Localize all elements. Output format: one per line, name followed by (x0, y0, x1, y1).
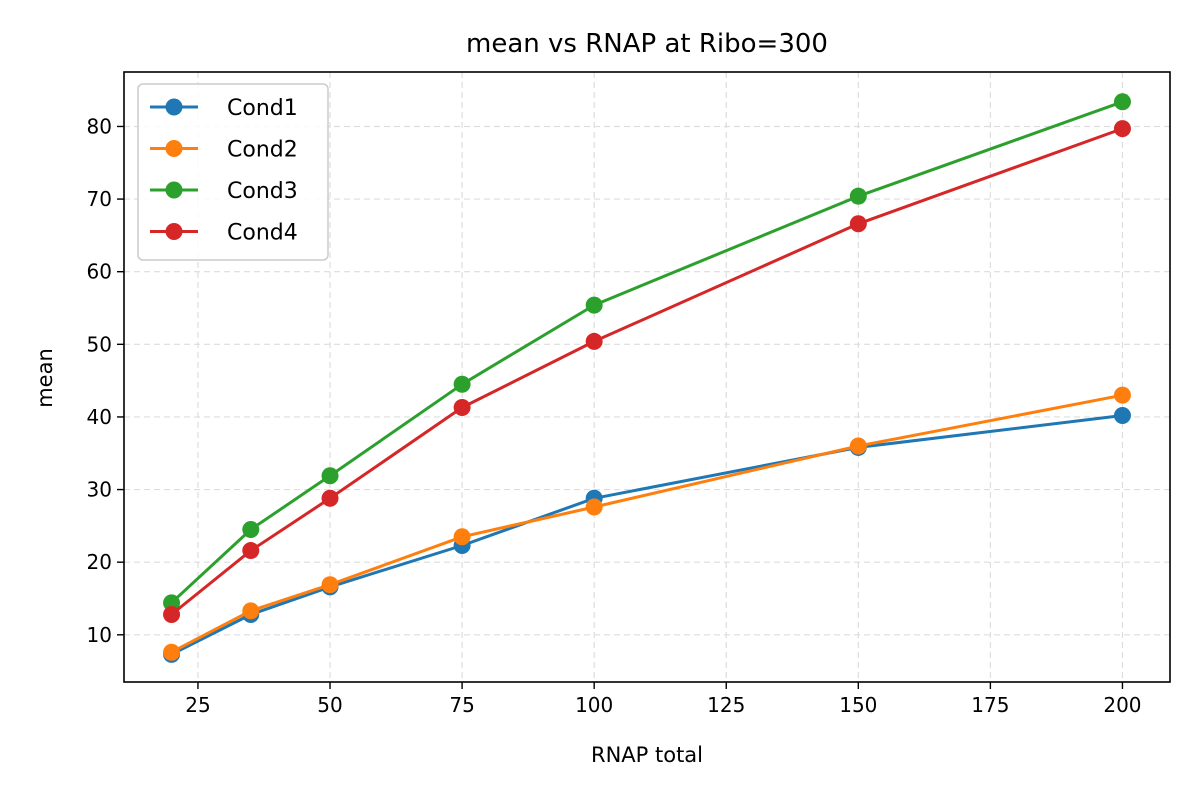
y-axis-title: mean (33, 348, 57, 408)
data-point-cond1 (1113, 406, 1131, 424)
data-point-cond3 (242, 521, 260, 538)
grid-lines (124, 72, 1170, 682)
data-point-cond4 (163, 605, 181, 623)
legend-label-cond1: Cond1 (227, 96, 298, 121)
data-point-cond3 (849, 187, 867, 205)
legend-box (137, 83, 329, 261)
y-tick-label: 30 (87, 478, 112, 502)
legend-label-cond2: Cond2 (227, 138, 298, 163)
data-point-cond3 (1113, 93, 1131, 111)
data-point-cond2 (163, 643, 181, 661)
data-point-cond4 (1113, 120, 1131, 138)
y-tick-label: 20 (87, 550, 112, 574)
legend: Cond1 Cond2 Cond3 Cond4 (137, 83, 329, 261)
y-tick-label: 60 (87, 260, 112, 284)
y-tick-label: 80 (87, 114, 112, 138)
data-point-cond4 (453, 399, 471, 416)
y-tick-label: 70 (87, 187, 112, 211)
data-point-cond4 (849, 215, 867, 233)
data-point-cond3 (321, 467, 339, 485)
data-point-cond2 (1113, 386, 1131, 404)
series-layer (163, 93, 1131, 663)
legend-label-cond3: Cond3 (227, 179, 298, 204)
x-axis-title: RNAP total (591, 743, 703, 767)
plot-frame (123, 71, 1171, 683)
y-tick-label: 50 (87, 332, 112, 356)
y-tick-label: 10 (87, 623, 112, 647)
data-point-cond4 (242, 542, 260, 560)
chart-title: mean vs RNAP at Ribo=300 (466, 29, 828, 59)
data-point-cond2 (585, 498, 603, 516)
x-tick-label: 25 (185, 693, 210, 717)
x-tick-label: 75 (449, 693, 474, 717)
y-tick-label: 40 (87, 405, 112, 429)
data-point-cond3 (585, 296, 603, 314)
x-tick-label: 100 (575, 693, 613, 717)
x-tick-label: 125 (707, 693, 745, 717)
legend-marker-cond3 (165, 181, 183, 199)
legend-marker-cond2 (165, 140, 183, 157)
legend-marker-cond1 (165, 98, 183, 116)
data-point-cond2 (242, 602, 260, 620)
data-point-cond2 (453, 528, 471, 546)
legend-label-cond4: Cond4 (227, 221, 298, 246)
data-point-cond4 (321, 489, 339, 507)
axes: 25 50 75 100 125 150 175 200 10 20 30 40 50 60 70 80 (87, 114, 1142, 717)
x-tick-label: 50 (317, 693, 342, 717)
data-point-cond3 (453, 375, 471, 393)
data-point-cond2 (321, 576, 339, 594)
x-tick-label: 200 (1103, 693, 1141, 717)
x-tick-label: 175 (971, 693, 1009, 717)
legend-marker-cond4 (165, 223, 183, 240)
x-tick-label: 150 (839, 693, 877, 717)
data-point-cond2 (849, 437, 867, 455)
data-point-cond4 (585, 332, 603, 350)
data-point-cond3 (163, 594, 181, 612)
